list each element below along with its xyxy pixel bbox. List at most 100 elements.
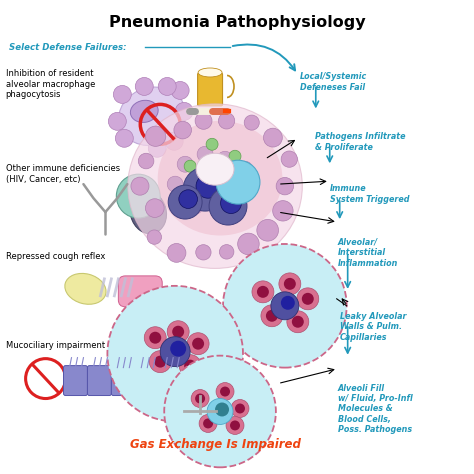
Circle shape — [179, 355, 201, 376]
Circle shape — [197, 146, 213, 162]
Circle shape — [223, 244, 346, 368]
Circle shape — [237, 161, 253, 177]
Circle shape — [177, 156, 193, 172]
Text: Other immune deficiencies
(HIV, Cancer, etc): Other immune deficiencies (HIV, Cancer, … — [6, 164, 120, 183]
Ellipse shape — [130, 191, 166, 234]
Circle shape — [264, 128, 283, 147]
Circle shape — [187, 198, 203, 214]
Circle shape — [149, 351, 171, 373]
Circle shape — [148, 139, 166, 157]
Circle shape — [287, 311, 309, 333]
Circle shape — [179, 190, 198, 209]
Circle shape — [230, 420, 240, 430]
FancyBboxPatch shape — [118, 276, 162, 307]
Circle shape — [219, 245, 234, 259]
Text: Alveoli Fill
w/ Fluid, Pro-Infl
Molecules &
Blood Cells,
Poss. Pathogens: Alveoli Fill w/ Fluid, Pro-Infl Molecule… — [337, 383, 412, 434]
Circle shape — [292, 316, 304, 328]
Text: Repressed cough reflex: Repressed cough reflex — [6, 252, 105, 261]
Text: Select Defense Failures:: Select Defense Failures: — [9, 43, 126, 52]
Ellipse shape — [118, 87, 186, 146]
Circle shape — [206, 138, 218, 150]
Circle shape — [235, 403, 245, 413]
Circle shape — [271, 292, 299, 320]
Circle shape — [131, 177, 149, 195]
Ellipse shape — [130, 100, 158, 122]
Text: Inhibition of resident
alveolar macrophage
phagocytosis: Inhibition of resident alveolar macropha… — [6, 70, 95, 99]
Circle shape — [158, 77, 176, 95]
Circle shape — [273, 201, 293, 221]
Circle shape — [147, 230, 162, 244]
Circle shape — [138, 153, 154, 169]
Circle shape — [108, 286, 243, 421]
Circle shape — [195, 112, 212, 129]
Circle shape — [195, 393, 205, 403]
Ellipse shape — [65, 273, 106, 304]
Circle shape — [167, 176, 183, 192]
Circle shape — [113, 85, 131, 103]
Circle shape — [284, 278, 296, 290]
FancyBboxPatch shape — [135, 365, 159, 395]
Text: Pneumonia Pathophysiology: Pneumonia Pathophysiology — [109, 15, 365, 30]
Circle shape — [175, 102, 193, 120]
Circle shape — [257, 219, 279, 241]
Circle shape — [135, 77, 153, 95]
Circle shape — [219, 113, 235, 129]
Circle shape — [184, 360, 196, 372]
Text: Alveolar/
Interstitial
Inflammation: Alveolar/ Interstitial Inflammation — [337, 238, 398, 268]
Circle shape — [302, 293, 314, 305]
Circle shape — [196, 174, 220, 198]
Circle shape — [231, 400, 249, 418]
Circle shape — [199, 414, 217, 432]
FancyBboxPatch shape — [111, 365, 135, 395]
Circle shape — [154, 356, 166, 368]
Circle shape — [297, 288, 319, 310]
Circle shape — [266, 310, 278, 322]
Circle shape — [187, 333, 209, 355]
Circle shape — [109, 112, 127, 130]
Circle shape — [196, 245, 211, 260]
Circle shape — [197, 181, 213, 197]
Circle shape — [220, 387, 230, 397]
Circle shape — [183, 167, 227, 211]
Circle shape — [220, 192, 241, 213]
FancyBboxPatch shape — [87, 365, 111, 395]
Circle shape — [281, 296, 295, 310]
Circle shape — [229, 150, 241, 162]
Circle shape — [170, 341, 186, 356]
Circle shape — [261, 305, 283, 327]
Circle shape — [209, 187, 247, 225]
Circle shape — [203, 419, 213, 428]
Circle shape — [191, 390, 209, 408]
Circle shape — [160, 337, 190, 366]
Text: Leaky Alveolar
Walls & Pulm.
Capillaries: Leaky Alveolar Walls & Pulm. Capillaries — [340, 312, 406, 342]
Ellipse shape — [158, 121, 283, 236]
Circle shape — [171, 82, 189, 100]
Circle shape — [146, 199, 164, 218]
Circle shape — [252, 281, 274, 303]
Ellipse shape — [198, 68, 222, 77]
Circle shape — [184, 160, 196, 172]
Circle shape — [226, 417, 244, 434]
FancyBboxPatch shape — [64, 365, 87, 395]
Circle shape — [174, 121, 191, 139]
Circle shape — [216, 383, 234, 401]
Circle shape — [216, 160, 260, 204]
Text: Gas Exchange Is Impaired: Gas Exchange Is Impaired — [129, 438, 301, 451]
Circle shape — [237, 233, 259, 255]
Circle shape — [244, 115, 259, 130]
FancyBboxPatch shape — [159, 365, 183, 395]
FancyBboxPatch shape — [198, 73, 222, 106]
Circle shape — [257, 286, 269, 298]
Circle shape — [217, 151, 233, 167]
Text: Immune
System Triggered: Immune System Triggered — [330, 184, 409, 203]
Circle shape — [115, 129, 133, 147]
Text: Mucociliary impairment: Mucociliary impairment — [6, 341, 105, 350]
Ellipse shape — [128, 104, 302, 268]
Circle shape — [168, 185, 202, 219]
Text: Local/Systemic
Defeneses Fail: Local/Systemic Defeneses Fail — [300, 73, 367, 92]
Text: Pathogens Infiltrate
& Proliferate: Pathogens Infiltrate & Proliferate — [315, 132, 405, 152]
Circle shape — [167, 321, 189, 343]
Circle shape — [279, 273, 301, 295]
Circle shape — [116, 174, 160, 218]
Circle shape — [167, 244, 186, 262]
